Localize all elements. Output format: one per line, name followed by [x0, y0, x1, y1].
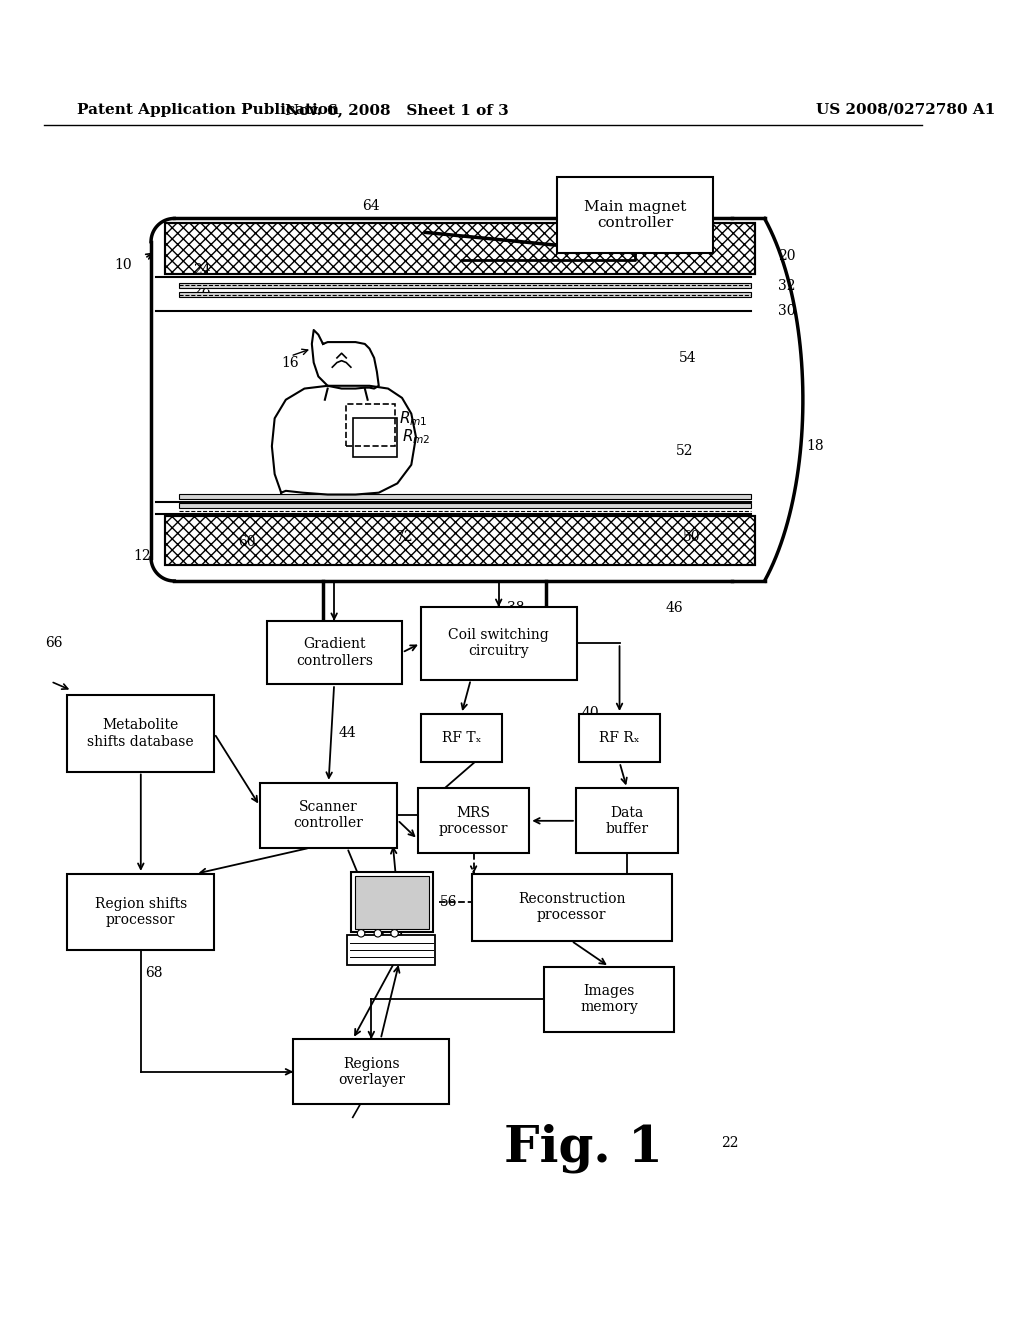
Text: 68: 68 — [145, 966, 163, 981]
Bar — [165, 223, 756, 275]
Bar — [165, 516, 756, 565]
Text: Nov. 6, 2008   Sheet 1 of 3: Nov. 6, 2008 Sheet 1 of 3 — [286, 103, 509, 116]
Bar — [544, 966, 675, 1032]
Text: RF Tₓ: RF Tₓ — [441, 731, 481, 744]
Text: 10: 10 — [115, 257, 132, 272]
Text: US 2008/0272780 A1: US 2008/0272780 A1 — [816, 103, 995, 116]
Bar — [267, 620, 402, 684]
Bar — [165, 516, 756, 565]
Text: Scanner
controller: Scanner controller — [294, 800, 364, 830]
Bar — [179, 282, 751, 288]
Text: 44: 44 — [339, 726, 356, 741]
Bar — [579, 714, 660, 762]
Bar — [293, 1039, 450, 1105]
Text: 66: 66 — [45, 636, 62, 649]
Bar — [354, 875, 429, 929]
Text: 28: 28 — [193, 284, 210, 298]
Text: 24: 24 — [193, 263, 211, 277]
Text: 22: 22 — [721, 1137, 738, 1150]
Text: Reconstruction
processor: Reconstruction processor — [518, 892, 626, 923]
Text: 30: 30 — [778, 305, 796, 318]
Bar — [179, 292, 751, 297]
Text: Metabolite
shifts database: Metabolite shifts database — [87, 718, 195, 748]
Text: 46: 46 — [665, 602, 683, 615]
Text: 18: 18 — [806, 440, 824, 453]
Text: 50: 50 — [683, 529, 700, 544]
Text: $R_{m1}$: $R_{m1}$ — [399, 409, 428, 428]
Text: Data
buffer: Data buffer — [605, 805, 648, 836]
Text: 40: 40 — [582, 706, 599, 719]
Text: 32: 32 — [778, 280, 796, 293]
Circle shape — [357, 929, 365, 937]
Text: 56: 56 — [440, 895, 458, 908]
Text: 60: 60 — [238, 536, 255, 549]
Text: Main magnet
controller: Main magnet controller — [584, 199, 686, 230]
Text: Region shifts
processor: Region shifts processor — [94, 896, 187, 927]
Bar — [68, 696, 214, 772]
Text: 72: 72 — [395, 529, 413, 544]
Text: 54: 54 — [679, 351, 696, 366]
Text: 52: 52 — [676, 445, 693, 458]
Bar — [352, 418, 397, 457]
Bar — [351, 873, 433, 932]
Text: Gradient
controllers: Gradient controllers — [296, 638, 373, 668]
Text: 38: 38 — [507, 602, 524, 615]
Text: RF Rₓ: RF Rₓ — [599, 731, 640, 744]
Bar — [418, 788, 529, 853]
Bar — [165, 223, 756, 275]
Bar — [472, 874, 672, 941]
Text: MRS
processor: MRS processor — [439, 805, 508, 836]
Text: 64: 64 — [362, 199, 380, 213]
Text: 12: 12 — [133, 549, 151, 562]
Text: Fig. 1: Fig. 1 — [504, 1123, 663, 1172]
Bar — [179, 494, 751, 499]
Circle shape — [374, 929, 382, 937]
Bar — [421, 714, 503, 762]
Text: $R_{m2}$: $R_{m2}$ — [402, 428, 431, 446]
Bar — [421, 607, 577, 680]
Circle shape — [391, 929, 398, 937]
Bar — [575, 788, 678, 853]
Text: Coil switching
circuitry: Coil switching circuitry — [449, 628, 549, 659]
Bar — [347, 935, 435, 965]
Text: 20: 20 — [778, 248, 796, 263]
Text: Regions
overlayer: Regions overlayer — [338, 1057, 404, 1086]
Text: Images
memory: Images memory — [581, 985, 638, 1014]
Bar — [260, 783, 397, 847]
Bar — [179, 503, 751, 508]
Bar — [68, 874, 214, 950]
Bar — [346, 404, 394, 446]
Bar — [557, 177, 714, 253]
Text: Patent Application Publication: Patent Application Publication — [77, 103, 339, 116]
Text: 16: 16 — [282, 355, 299, 370]
